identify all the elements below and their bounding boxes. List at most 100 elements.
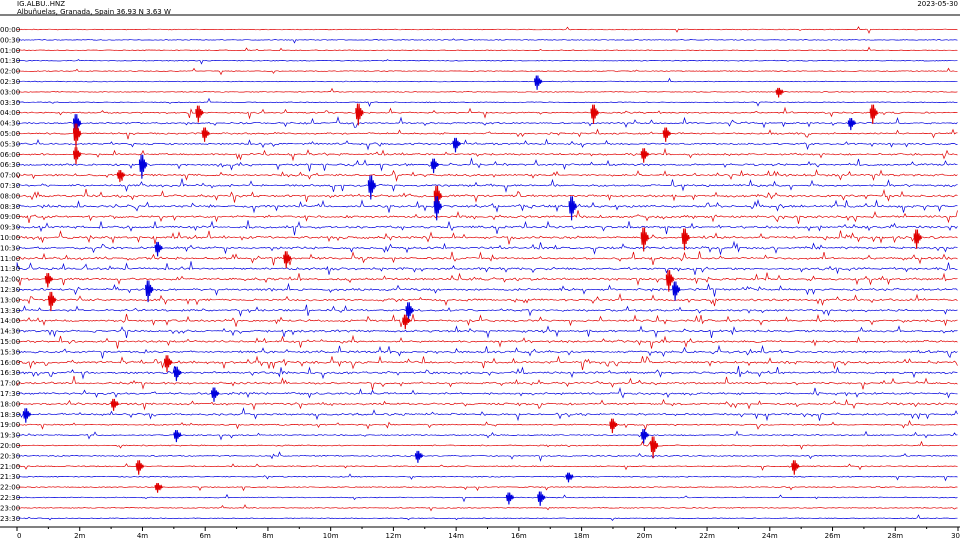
row-time-label: 07:00 bbox=[0, 172, 20, 180]
event-burst bbox=[402, 314, 411, 330]
row-time-label: 11:00 bbox=[0, 255, 20, 263]
row-time-label: 22:30 bbox=[0, 494, 20, 502]
event-burst bbox=[565, 472, 574, 483]
x-tick-label: 0 bbox=[17, 532, 21, 540]
row-time-label: 10:30 bbox=[0, 244, 20, 252]
event-burst bbox=[640, 148, 650, 163]
x-tick-label: 6m bbox=[200, 532, 211, 540]
trace-row bbox=[16, 128, 958, 140]
row-time-label: 11:30 bbox=[0, 265, 20, 273]
row-time-label: 20:00 bbox=[0, 442, 20, 450]
trace-row bbox=[16, 198, 958, 214]
event-burst bbox=[145, 280, 154, 303]
trace-row bbox=[16, 46, 958, 52]
trace-row bbox=[16, 451, 958, 462]
row-time-label: 12:30 bbox=[0, 286, 20, 294]
row-time-label: 04:00 bbox=[0, 109, 20, 117]
trace-row bbox=[16, 67, 958, 76]
x-tick-label: 18m bbox=[574, 532, 590, 540]
row-time-label: 22:00 bbox=[0, 484, 20, 492]
row-time-label: 02:30 bbox=[0, 78, 20, 86]
trace-row bbox=[16, 440, 958, 450]
event-burst bbox=[211, 387, 220, 402]
row-time-label: 23:00 bbox=[0, 504, 20, 512]
row-time-label: 06:00 bbox=[0, 151, 20, 159]
event-burst bbox=[869, 104, 879, 124]
event-burst bbox=[154, 483, 163, 493]
x-tick-label: 26m bbox=[825, 532, 841, 540]
event-burst bbox=[73, 147, 82, 165]
x-tick-label: 2m bbox=[74, 532, 85, 540]
event-burst bbox=[640, 429, 650, 444]
row-time-label: 03:00 bbox=[0, 88, 20, 96]
row-time-label: 19:30 bbox=[0, 432, 20, 440]
trace-row bbox=[16, 430, 958, 441]
row-time-label: 15:30 bbox=[0, 348, 20, 356]
trace-row bbox=[16, 365, 958, 380]
event-burst bbox=[847, 118, 857, 131]
row-time-label: 17:30 bbox=[0, 390, 20, 398]
event-burst bbox=[913, 229, 922, 249]
event-burst bbox=[73, 123, 82, 148]
trace-row bbox=[16, 463, 958, 471]
trace-row bbox=[16, 26, 958, 34]
event-burst bbox=[201, 127, 210, 142]
event-burst bbox=[505, 492, 515, 505]
trace-row bbox=[16, 157, 958, 172]
trace-row bbox=[16, 375, 958, 390]
row-time-label: 14:00 bbox=[0, 317, 20, 325]
event-burst bbox=[135, 460, 145, 475]
event-burst bbox=[414, 450, 424, 463]
station-location: Albuñuelas, Granada, Spain 36.93 N 3.63 … bbox=[17, 8, 171, 16]
event-burst bbox=[662, 127, 672, 142]
trace-row bbox=[16, 77, 958, 83]
trace-row bbox=[16, 344, 958, 359]
row-time-label: 21:30 bbox=[0, 473, 20, 481]
x-tick-label: 22m bbox=[699, 532, 715, 540]
event-burst bbox=[367, 175, 377, 200]
row-time-label: 14:30 bbox=[0, 328, 20, 336]
trace-row bbox=[16, 106, 958, 120]
trace-row bbox=[16, 473, 958, 482]
trace-row bbox=[16, 97, 958, 107]
event-burst bbox=[791, 460, 800, 475]
row-time-label: 01:30 bbox=[0, 57, 20, 65]
event-burst bbox=[568, 196, 577, 221]
row-time-label: 13:00 bbox=[0, 296, 20, 304]
trace-row bbox=[16, 292, 958, 307]
x-tick-label: 4m bbox=[137, 532, 148, 540]
row-time-label: 08:30 bbox=[0, 203, 20, 211]
trace-row bbox=[16, 220, 958, 236]
event-burst bbox=[590, 104, 599, 124]
event-burst bbox=[433, 196, 443, 221]
row-time-label: 09:00 bbox=[0, 213, 20, 221]
row-time-label: 19:00 bbox=[0, 421, 20, 429]
row-time-label: 21:00 bbox=[0, 463, 20, 471]
trace-row bbox=[16, 493, 958, 503]
trace-row bbox=[17, 386, 958, 399]
trace-row bbox=[16, 116, 958, 129]
row-time-label: 02:00 bbox=[0, 68, 20, 76]
trace-row bbox=[16, 188, 958, 203]
trace-row bbox=[16, 38, 958, 44]
event-burst bbox=[22, 408, 32, 423]
event-burst bbox=[73, 114, 82, 136]
axes bbox=[0, 14, 960, 531]
event-burst bbox=[672, 281, 681, 301]
event-burst bbox=[116, 170, 126, 183]
event-burst bbox=[640, 227, 650, 252]
event-burst bbox=[430, 158, 439, 174]
trace-row bbox=[16, 272, 958, 286]
x-tick-label: 20m bbox=[636, 532, 652, 540]
row-time-label: 16:00 bbox=[0, 359, 20, 367]
row-time-label: 00:00 bbox=[0, 26, 20, 34]
row-time-label: 05:30 bbox=[0, 140, 20, 148]
trace-row bbox=[16, 87, 958, 93]
event-burst bbox=[405, 302, 414, 322]
event-burst bbox=[110, 398, 119, 411]
trace-row bbox=[16, 261, 958, 275]
trace-row bbox=[16, 304, 958, 317]
trace-row bbox=[16, 230, 958, 245]
